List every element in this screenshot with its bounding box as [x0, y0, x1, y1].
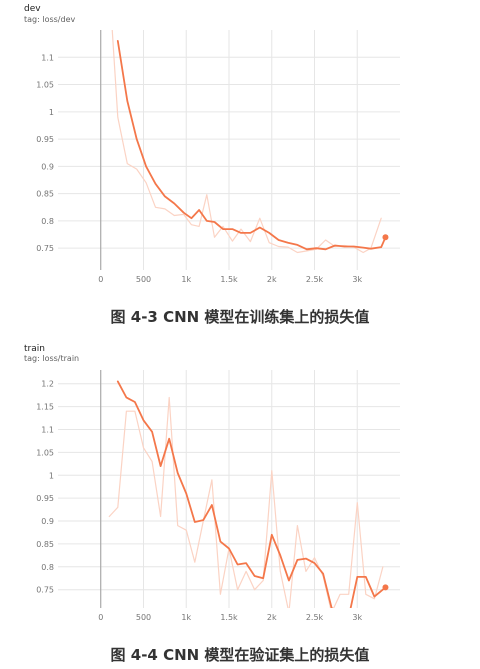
chart-panel-dev: dev tag: loss/dev 0.75 0.8 0.85 0.9 0.95 1 1.0… [0, 0, 480, 300]
y-tick-label: 0.9 [41, 517, 54, 526]
y-tick-label: 1 [49, 108, 54, 117]
figure-caption-train: 图 4-4 CNN 模型在验证集上的损失值 [110, 646, 370, 664]
y-tick-label: 1.05 [36, 81, 54, 90]
smoothed-series-line [116, 380, 387, 608]
smoothed-series-line [116, 40, 387, 251]
x-tick-label: 0 [98, 275, 103, 284]
y-tick-label: 0.85 [36, 190, 54, 199]
y-tick-label: 0.85 [36, 540, 54, 549]
x-tick-label: 3k [352, 613, 362, 622]
figure-caption-dev: 图 4-3 CNN 模型在训练集上的损失值 [110, 308, 370, 326]
y-tick-label: 1.1 [41, 53, 54, 62]
y-tick-label: 0.9 [41, 162, 54, 171]
y-tick-label: 0.95 [36, 494, 54, 503]
y-tick-label: 0.75 [36, 244, 54, 253]
y-tick-label: 0.95 [36, 135, 54, 144]
x-tick-label: 3k [352, 275, 362, 284]
x-tick-label: 1k [181, 613, 191, 622]
y-tick-label: 1.05 [36, 448, 54, 457]
raw-series-line [111, 30, 382, 254]
x-tick-label: 500 [136, 613, 151, 622]
run-name-train: train [24, 344, 45, 354]
x-tick-label: 1.5k [220, 613, 238, 622]
x-tick-label: 2.5k [306, 275, 324, 284]
run-name-dev: dev [24, 4, 41, 14]
x-tick-label: 2k [267, 275, 277, 284]
x-tick-label: 0 [98, 613, 103, 622]
x-tick-label: 2k [267, 613, 277, 622]
tag-dev: tag: loss/dev [24, 15, 76, 24]
x-tick-label: 1.5k [220, 275, 238, 284]
loss-train-chart: 0.75 0.8 0.85 0.9 0.95 1 1.05 1.1 1.15 1.2 0 500 1k 1… [36, 370, 400, 622]
x-tick-label: 500 [136, 275, 151, 284]
y-tick-label: 1.2 [41, 380, 54, 389]
y-tick-label: 0.8 [41, 217, 54, 226]
y-tick-label: 1.15 [36, 403, 54, 412]
series-end-point [382, 234, 389, 241]
chart-panel-train: train tag: loss/train 0.75 0.8 0.85 0.9 0.95… [0, 338, 480, 638]
x-tick-label: 1k [181, 275, 191, 284]
y-tick-label: 1.1 [41, 426, 54, 435]
tag-train: tag: loss/train [24, 354, 80, 363]
y-tick-label: 0.75 [36, 586, 54, 595]
raw-series-line [108, 396, 384, 608]
x-tick-label: 2.5k [306, 613, 324, 622]
y-tick-label: 1 [49, 471, 54, 480]
loss-dev-chart: 0.75 0.8 0.85 0.9 0.95 1 1.05 1.1 0 500 1k 1.5k 2k 2.… [36, 30, 400, 284]
series-end-point [382, 584, 389, 591]
y-tick-label: 0.8 [41, 563, 54, 572]
